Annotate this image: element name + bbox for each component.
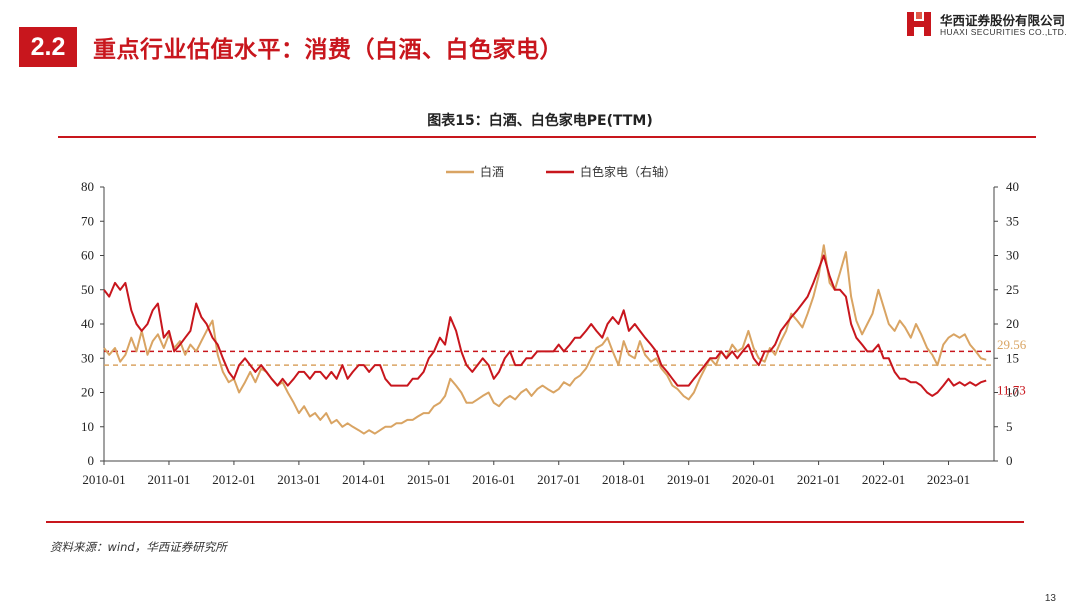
left-y-tick-label: 60 — [81, 248, 94, 263]
x-tick-label: 2015-01 — [407, 472, 450, 487]
chart-title: 图表15：白酒、白色家电PE(TTM) — [427, 113, 653, 129]
x-tick-label: 2020-01 — [732, 472, 775, 487]
x-tick-label: 2011-01 — [148, 472, 191, 487]
source-note: 资料来源：wind，华西证券研究所 — [50, 540, 227, 554]
right-y-tick-label: 35 — [1006, 213, 1019, 228]
right-y-tick-label: 40 — [1006, 179, 1019, 194]
section-number-badge: 2.2 — [19, 27, 77, 67]
left-y-tick-label: 0 — [88, 453, 95, 468]
title-divider — [58, 136, 1036, 138]
right-y-tick-label: 0 — [1006, 453, 1013, 468]
huaxi-logo-icon — [907, 12, 931, 36]
x-tick-label: 2012-01 — [212, 472, 255, 487]
company-name-cn: 华西证券股份有限公司 — [940, 13, 1066, 28]
right-y-tick-label: 15 — [1006, 350, 1019, 365]
left-y-tick-label: 20 — [81, 385, 94, 400]
x-tick-label: 2017-01 — [537, 472, 580, 487]
x-tick-label: 2018-01 — [602, 472, 645, 487]
left-y-tick-label: 50 — [81, 282, 94, 297]
series-line-appliance — [103, 254, 987, 397]
company-name-en: HUAXI SECURITIES CO.,LTD. — [940, 27, 1067, 37]
legend-label: 白酒 — [480, 164, 504, 179]
right-y-tick-label: 25 — [1006, 282, 1019, 297]
x-tick-label: 2016-01 — [472, 472, 515, 487]
right-y-tick-label: 30 — [1006, 248, 1019, 263]
x-tick-label: 2013-01 — [277, 472, 320, 487]
x-tick-label: 2014-01 — [342, 472, 385, 487]
footer-divider — [46, 521, 1024, 523]
company-logo: 华西证券股份有限公司 HUAXI SECURITIES CO.,LTD. — [906, 8, 1076, 44]
x-tick-label: 2021-01 — [797, 472, 840, 487]
x-tick-label: 2022-01 — [862, 472, 905, 487]
left-y-tick-label: 80 — [81, 179, 94, 194]
left-y-tick-label: 70 — [81, 213, 94, 228]
legend-label: 白色家电（右轴） — [580, 164, 676, 179]
x-tick-label: 2019-01 — [667, 472, 710, 487]
right-y-tick-label: 20 — [1006, 316, 1019, 331]
page-title: 重点行业估值水平：消费（白酒、白色家电） — [93, 37, 563, 63]
series-line-baijiu — [103, 244, 987, 435]
right-y-tick-label: 5 — [1006, 419, 1013, 434]
left-y-tick-label: 10 — [81, 419, 94, 434]
left-y-tick-label: 30 — [81, 350, 94, 365]
last-value-label: 29.56 — [997, 337, 1027, 352]
x-tick-label: 2023-01 — [927, 472, 970, 487]
last-value-label: 11.73 — [997, 383, 1026, 398]
left-y-tick-label: 40 — [81, 316, 94, 331]
x-tick-label: 2010-01 — [82, 472, 125, 487]
right-y-tick-label: 10 — [1006, 385, 1019, 400]
page-number: 13 — [1044, 593, 1056, 604]
